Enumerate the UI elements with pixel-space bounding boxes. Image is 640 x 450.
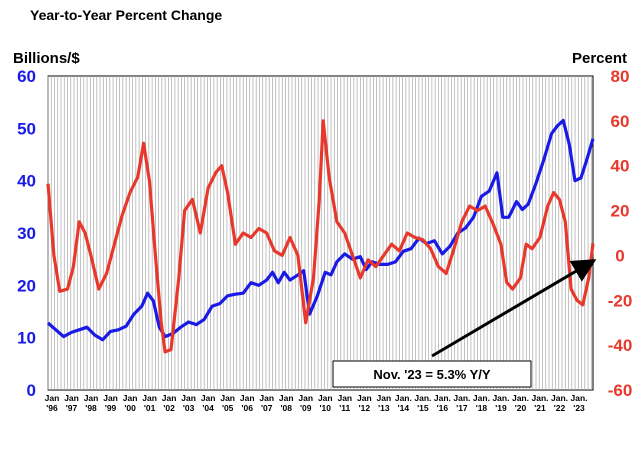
x-tick-year-label: '07 [261, 403, 273, 413]
x-tick-year-label: '06 [241, 403, 253, 413]
x-tick-year-label: '00 [124, 403, 136, 413]
x-tick-month-label: Jan [220, 393, 235, 403]
left-y-axis: 0 10 20 30 40 50 60 [17, 67, 36, 400]
x-axis: Jan'96Jan'97Jan'98Jan'99Jan'00Jan'01Jan'… [45, 393, 588, 413]
x-tick-month-label: Jan. [551, 393, 568, 403]
x-tick-month-label: Jan. [492, 393, 509, 403]
x-tick-month-label: Jan [162, 393, 177, 403]
annotation-text: Nov. '23 = 5.3% Y/Y [373, 367, 490, 382]
x-tick-year-label: '09 [300, 403, 312, 413]
x-tick-year-label: '96 [46, 403, 58, 413]
x-tick-month-label: Jan [298, 393, 313, 403]
x-tick-year-label: '19 [495, 403, 507, 413]
x-tick-month-label: Jan [84, 393, 99, 403]
x-tick-year-label: '21 [534, 403, 546, 413]
x-tick-year-label: '13 [378, 403, 390, 413]
left-y-tick-label: 40 [17, 172, 36, 191]
x-tick-year-label: '22 [554, 403, 566, 413]
x-tick-month-label: Jan [318, 393, 333, 403]
left-y-tick-label: 10 [17, 329, 36, 348]
left-axis-label: Billions/$ [13, 50, 80, 67]
x-tick-month-label: Jan. [453, 393, 470, 403]
left-y-tick-label: 30 [17, 224, 36, 243]
x-tick-year-label: '98 [85, 403, 97, 413]
x-tick-month-label: Jan [181, 393, 196, 403]
x-tick-month-label: Jan [357, 393, 372, 403]
x-tick-year-label: '05 [222, 403, 234, 413]
right-y-tick-label: 40 [611, 157, 630, 176]
x-tick-year-label: '08 [280, 403, 292, 413]
x-tick-year-label: '99 [105, 403, 117, 413]
x-tick-month-label: Jan. [414, 393, 431, 403]
x-tick-month-label: Jan [123, 393, 138, 403]
x-tick-year-label: '11 [339, 403, 350, 413]
chart-title: Year-to-Year Percent Change [30, 7, 222, 23]
x-tick-month-label: Jan [201, 393, 216, 403]
x-tick-year-label: '20 [515, 403, 527, 413]
annotation-arrow [431, 259, 597, 358]
x-tick-month-label: Jan [142, 393, 157, 403]
x-tick-month-label: Jan [240, 393, 255, 403]
x-tick-month-label: Jan. [395, 393, 412, 403]
x-tick-month-label: Jan [279, 393, 294, 403]
right-axis-label: Percent [572, 50, 627, 67]
x-tick-year-label: '01 [144, 403, 156, 413]
x-tick-month-label: Jan [377, 393, 392, 403]
left-y-tick-label: 60 [17, 67, 36, 86]
right-y-tick-label: -60 [608, 381, 633, 400]
x-tick-year-label: '14 [398, 403, 410, 413]
x-tick-year-label: '04 [202, 403, 214, 413]
right-y-axis: -60 -40 -20 0 20 40 60 80 [608, 67, 633, 400]
x-tick-year-label: '17 [456, 403, 468, 413]
series-left-line [46, 118, 595, 342]
x-tick-month-label: Jan [45, 393, 60, 403]
x-tick-year-label: '02 [163, 403, 175, 413]
series-right-line [46, 119, 595, 354]
x-tick-month-label: Jan [64, 393, 79, 403]
x-tick-month-label: Jan. [571, 393, 588, 403]
vertical-gridlines [47, 76, 592, 390]
right-y-tick-label: 80 [611, 67, 630, 86]
x-tick-month-label: Jan. [531, 393, 548, 403]
x-tick-year-label: '15 [417, 403, 429, 413]
right-y-tick-label: -20 [608, 291, 633, 310]
x-tick-month-label: Jan. [512, 393, 529, 403]
right-y-tick-label: 0 [615, 246, 624, 265]
x-tick-month-label: Jan. [434, 393, 451, 403]
plot-area-frame [47, 75, 594, 391]
right-y-tick-label: 60 [611, 112, 630, 131]
x-tick-year-label: '23 [573, 403, 585, 413]
x-tick-year-label: '16 [437, 403, 449, 413]
left-y-tick-label: 50 [17, 119, 36, 138]
right-y-tick-label: 20 [611, 202, 630, 221]
x-tick-month-label: Jan [103, 393, 118, 403]
x-tick-year-label: '97 [66, 403, 78, 413]
left-y-tick-label: 0 [27, 381, 36, 400]
right-y-tick-label: -40 [608, 336, 633, 355]
x-tick-year-label: '18 [476, 403, 488, 413]
x-tick-month-label: Jan [337, 393, 352, 403]
x-tick-year-label: '10 [320, 403, 332, 413]
annotation-box [332, 360, 532, 388]
x-tick-year-label: '12 [359, 403, 371, 413]
left-y-tick-label: 20 [17, 276, 36, 295]
x-tick-year-label: '03 [183, 403, 195, 413]
x-tick-month-label: Jan. [473, 393, 490, 403]
x-tick-month-label: Jan [259, 393, 274, 403]
